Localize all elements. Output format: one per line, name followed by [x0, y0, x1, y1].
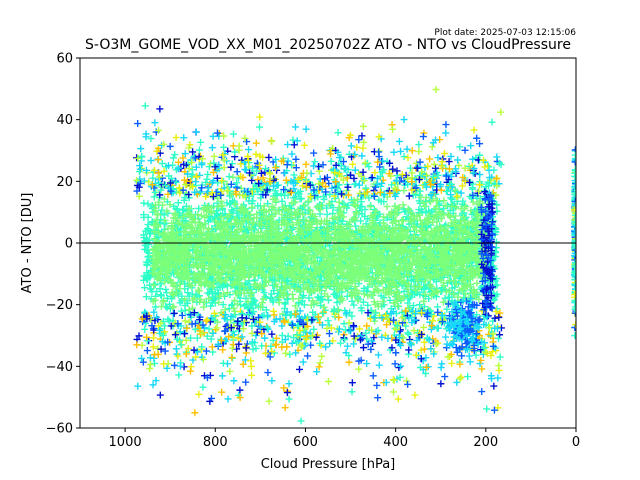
data-point — [289, 136, 297, 144]
data-point — [465, 162, 473, 170]
data-point — [248, 203, 256, 211]
data-point — [443, 305, 451, 313]
chart-title: S-O3M_GOME_VOD_XX_M01_20250702Z ATO - NT… — [85, 37, 571, 53]
data-point — [324, 317, 332, 325]
data-point — [152, 303, 160, 311]
data-point — [441, 294, 449, 302]
data-point — [323, 210, 331, 218]
data-point — [310, 325, 318, 333]
data-point — [400, 153, 408, 161]
data-point — [362, 329, 370, 337]
data-point — [416, 301, 424, 309]
data-point — [405, 330, 413, 338]
data-point — [327, 157, 335, 165]
data-point — [368, 307, 376, 315]
data-point — [184, 289, 192, 297]
data-point — [205, 325, 213, 333]
data-point — [158, 160, 166, 168]
data-point — [204, 289, 212, 297]
data-point — [142, 293, 150, 301]
data-point — [202, 178, 210, 186]
data-point — [229, 173, 237, 181]
data-point — [364, 301, 372, 309]
data-point — [219, 301, 227, 309]
data-point — [193, 334, 201, 342]
data-point — [270, 286, 278, 294]
data-point — [325, 296, 333, 304]
data-point — [144, 200, 152, 208]
data-point — [383, 203, 391, 211]
data-point — [363, 335, 371, 343]
data-point — [150, 280, 158, 288]
data-point — [160, 211, 168, 219]
data-point — [177, 307, 185, 315]
data-point — [254, 202, 262, 210]
data-point — [288, 290, 296, 298]
data-point — [337, 339, 345, 347]
data-point — [140, 199, 148, 207]
data-point — [359, 298, 367, 306]
data-point — [386, 296, 394, 304]
data-point — [174, 199, 182, 207]
data-point — [400, 187, 408, 195]
data-point — [357, 217, 365, 225]
data-point — [448, 195, 456, 203]
data-point — [296, 288, 304, 296]
data-point — [311, 158, 319, 166]
data-point — [148, 218, 156, 226]
data-point — [493, 281, 501, 289]
data-point — [422, 370, 430, 378]
data-point — [207, 302, 215, 310]
data-point — [258, 299, 266, 307]
scatter-points — [133, 85, 576, 425]
plot-date-label: Plot date: 2025-07-03 12:15:06 — [434, 28, 576, 38]
data-point — [410, 302, 418, 310]
